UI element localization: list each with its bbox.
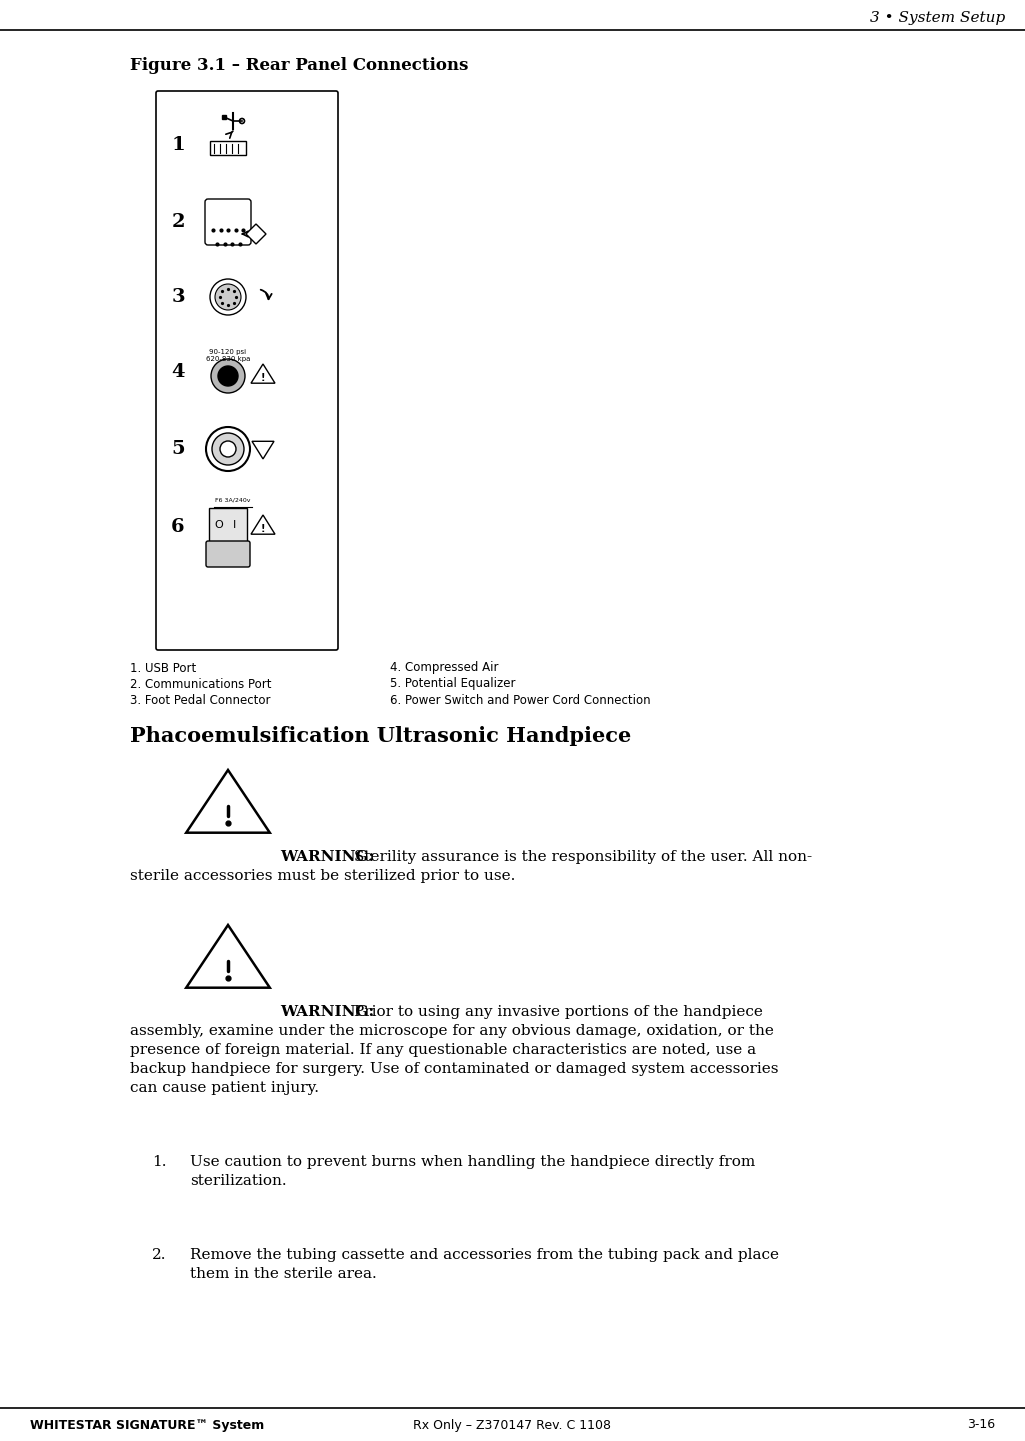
Text: WHITESTAR SIGNATURE™ System: WHITESTAR SIGNATURE™ System [30, 1418, 264, 1431]
Text: 3-16: 3-16 [967, 1418, 995, 1431]
Text: backup handpiece for surgery. Use of contaminated or damaged system accessories: backup handpiece for surgery. Use of con… [130, 1062, 779, 1076]
Text: Prior to using any invasive portions of the handpiece: Prior to using any invasive portions of … [354, 1004, 763, 1019]
Text: 4: 4 [171, 363, 184, 380]
FancyBboxPatch shape [210, 141, 246, 156]
Polygon shape [187, 769, 270, 833]
Text: Rx Only – Z370147 Rev. C 1108: Rx Only – Z370147 Rev. C 1108 [413, 1418, 611, 1431]
Circle shape [212, 432, 244, 465]
Circle shape [218, 366, 238, 386]
Text: !: ! [260, 523, 265, 533]
Polygon shape [246, 223, 266, 244]
Circle shape [215, 284, 241, 310]
Text: 90-120 psi: 90-120 psi [209, 349, 247, 354]
FancyBboxPatch shape [156, 91, 338, 650]
FancyBboxPatch shape [206, 540, 250, 566]
Text: sterile accessories must be sterilized prior to use.: sterile accessories must be sterilized p… [130, 869, 516, 883]
Text: Phacoemulsification Ultrasonic Handpiece: Phacoemulsification Ultrasonic Handpiece [130, 726, 631, 746]
Text: 1. USB Port: 1. USB Port [130, 661, 196, 674]
Text: 2: 2 [171, 213, 184, 231]
Text: can cause patient injury.: can cause patient injury. [130, 1081, 319, 1095]
Polygon shape [252, 441, 274, 458]
Text: 6: 6 [171, 517, 184, 536]
Text: 2. Communications Port: 2. Communications Port [130, 677, 272, 690]
Text: F6 3A/240v: F6 3A/240v [215, 497, 251, 503]
Circle shape [211, 359, 245, 393]
Text: sterilization.: sterilization. [190, 1174, 287, 1187]
FancyBboxPatch shape [209, 509, 247, 542]
Text: assembly, examine under the microscope for any obvious damage, oxidation, or the: assembly, examine under the microscope f… [130, 1025, 774, 1038]
Text: 6. Power Switch and Power Cord Connection: 6. Power Switch and Power Cord Connectio… [390, 693, 651, 706]
Text: 4. Compressed Air: 4. Compressed Air [390, 661, 498, 674]
Circle shape [210, 280, 246, 316]
Text: WARNING:: WARNING: [280, 1004, 374, 1019]
Text: 5. Potential Equalizer: 5. Potential Equalizer [390, 677, 516, 690]
Text: 3: 3 [171, 288, 184, 305]
Polygon shape [251, 514, 275, 535]
Text: 3 • System Setup: 3 • System Setup [870, 12, 1004, 24]
Text: Remove the tubing cassette and accessories from the tubing pack and place: Remove the tubing cassette and accessori… [190, 1248, 779, 1262]
Text: them in the sterile area.: them in the sterile area. [190, 1267, 377, 1281]
Text: I: I [234, 520, 237, 530]
Text: Figure 3.1 – Rear Panel Connections: Figure 3.1 – Rear Panel Connections [130, 56, 468, 73]
Text: Sterility assurance is the responsibility of the user. All non-: Sterility assurance is the responsibilit… [354, 850, 812, 865]
Text: !: ! [260, 373, 265, 383]
Circle shape [220, 441, 236, 457]
Text: 3. Foot Pedal Connector: 3. Foot Pedal Connector [130, 693, 271, 706]
Polygon shape [251, 365, 275, 383]
Text: 5: 5 [171, 440, 184, 458]
Text: WARNING:: WARNING: [280, 850, 374, 865]
Text: 1: 1 [171, 135, 184, 154]
Text: 2.: 2. [152, 1248, 166, 1262]
Circle shape [206, 427, 250, 471]
Text: O: O [214, 520, 223, 530]
Text: Use caution to prevent burns when handling the handpiece directly from: Use caution to prevent burns when handli… [190, 1156, 755, 1169]
Text: presence of foreign material. If any questionable characteristics are noted, use: presence of foreign material. If any que… [130, 1043, 756, 1058]
Text: 620-830 kpa: 620-830 kpa [206, 356, 250, 362]
Text: 1.: 1. [152, 1156, 166, 1169]
Polygon shape [187, 925, 270, 987]
FancyBboxPatch shape [205, 199, 251, 245]
